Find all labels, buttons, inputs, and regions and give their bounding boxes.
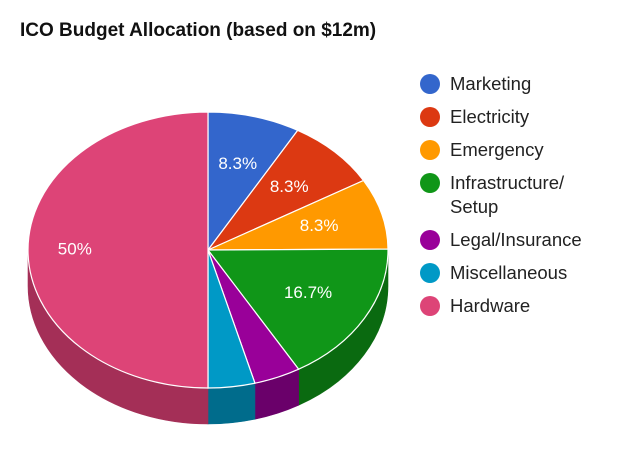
legend-label: Legal/Insurance bbox=[450, 229, 582, 250]
data-label-hardware: 50% bbox=[58, 239, 92, 258]
legend-item-marketing: Marketing bbox=[420, 72, 635, 96]
legend-label: Marketing bbox=[450, 73, 532, 94]
legend-swatch bbox=[420, 296, 440, 316]
legend-swatch bbox=[420, 263, 440, 283]
data-label-electricity: 8.3% bbox=[270, 177, 309, 196]
chart-title: ICO Budget Allocation (based on $12m) bbox=[20, 20, 377, 41]
legend-swatch bbox=[420, 230, 440, 250]
chart-legend: Marketing Electricity Emergency Infrastruct… bbox=[420, 72, 635, 327]
pie-slice-electricity bbox=[206, 129, 365, 252]
legend-label: Electricity bbox=[450, 106, 530, 127]
legend-item-electricity: Electricity bbox=[420, 105, 635, 129]
legend-label: Infrastructure/Setup bbox=[450, 172, 565, 217]
data-label-marketing: 8.3% bbox=[218, 154, 257, 173]
legend-swatch bbox=[420, 107, 440, 127]
pie-labels: 8.3% 8.3% 8.3% 16.7% 50% bbox=[58, 154, 339, 302]
legend-item-emergency: Emergency bbox=[420, 138, 635, 162]
legend-item-miscellaneous: Miscellaneous bbox=[420, 261, 635, 285]
data-label-emergency: 8.3% bbox=[300, 216, 339, 235]
data-label-infrastructure-setup: 16.7% bbox=[284, 283, 332, 302]
legend-label: Hardware bbox=[450, 295, 531, 316]
pie-side-miscellaneous bbox=[207, 382, 256, 425]
pie-slice-emergency bbox=[207, 179, 389, 251]
legend-swatch bbox=[420, 173, 440, 193]
legend-swatch bbox=[420, 74, 440, 94]
pie-sides bbox=[27, 249, 389, 425]
legend-label: Miscellaneous bbox=[450, 262, 568, 283]
legend-label: Emergency bbox=[450, 139, 544, 160]
legend-item-hardware: Hardware bbox=[420, 294, 635, 318]
pie-slice-infrastructure-setup bbox=[206, 248, 389, 370]
pie-slice-hardware bbox=[27, 111, 209, 389]
pie-slices bbox=[27, 111, 389, 389]
legend-item-legal-insurance: Legal/Insurance bbox=[420, 228, 635, 252]
legend-item-infrastructure-setup: Infrastructure/Setup bbox=[420, 171, 635, 219]
legend-swatch bbox=[420, 140, 440, 160]
pie-slice-marketing bbox=[207, 111, 299, 252]
